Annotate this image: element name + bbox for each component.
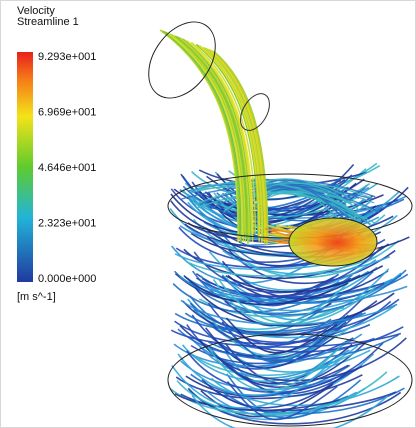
tick-label: 2.323e+001 — [38, 218, 96, 230]
tick-label: 9.293e+001 — [38, 51, 96, 63]
visualization: Velocity Streamline 1 9.293e+0016.969e+0… — [0, 0, 416, 428]
legend-subtitle: Streamline 1 — [17, 16, 79, 28]
colorbar — [17, 52, 33, 282]
legend-unit: [m s^-1] — [17, 291, 56, 303]
tick-label: 0.000e+000 — [38, 273, 96, 285]
tick-label: 4.646e+001 — [38, 162, 96, 174]
tick-label: 6.969e+001 — [38, 107, 96, 119]
